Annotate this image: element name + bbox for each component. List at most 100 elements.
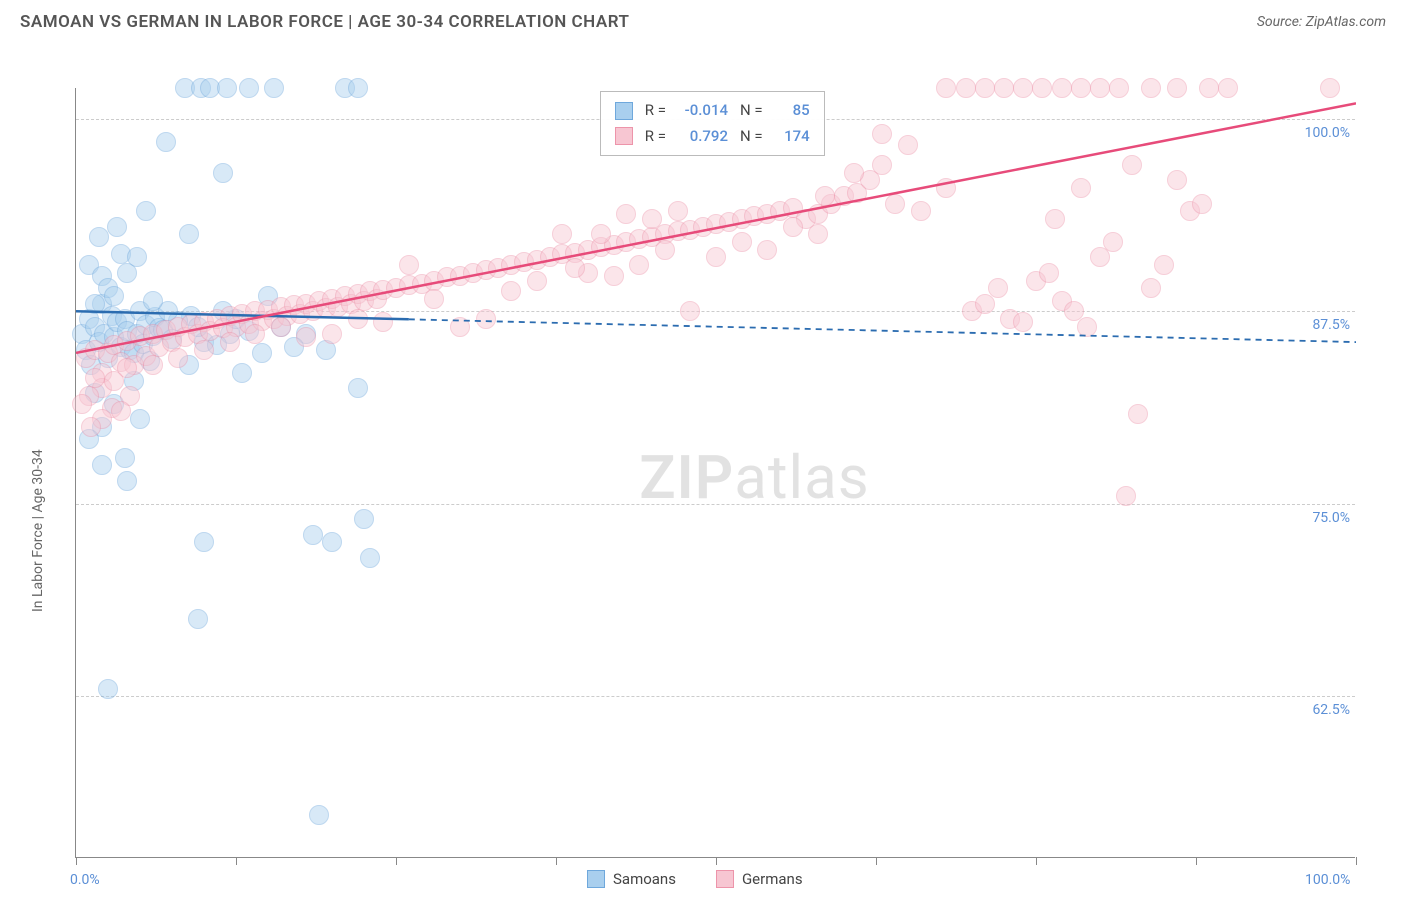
- germans-point: [565, 258, 585, 278]
- samoans-point: [89, 227, 109, 247]
- chart-title: SAMOAN VS GERMAN IN LABOR FORCE | AGE 30…: [20, 12, 629, 32]
- germans-point: [476, 309, 496, 329]
- germans-point: [81, 417, 101, 437]
- germans-point: [680, 301, 700, 321]
- samoans-point: [348, 78, 368, 98]
- germans-point: [616, 204, 636, 224]
- germans-point: [591, 224, 611, 244]
- correlation-chart: ZIPatlasIn Labor Force | Age 30-3462.5%7…: [20, 38, 1386, 918]
- germans-point: [1013, 312, 1033, 332]
- germans-point: [1077, 317, 1097, 337]
- germans-point: [552, 224, 572, 244]
- germans-point: [844, 163, 864, 183]
- x-tick-label: 100.0%: [1305, 872, 1350, 888]
- germans-point: [1052, 78, 1072, 98]
- germans-swatch: [615, 127, 633, 145]
- germans-point: [757, 240, 777, 260]
- samoans-point: [354, 509, 374, 529]
- samoans-point: [85, 294, 105, 314]
- samoans-point: [239, 78, 259, 98]
- germans-point: [1199, 78, 1219, 98]
- germans-point: [1013, 78, 1033, 98]
- samoans-point: [136, 201, 156, 221]
- germans-point: [501, 281, 521, 301]
- r-label: R =: [645, 124, 666, 150]
- samoans-point: [179, 224, 199, 244]
- germans-point: [1039, 263, 1059, 283]
- germans-point: [1071, 78, 1091, 98]
- germans-point: [1109, 78, 1129, 98]
- samoans-swatch: [587, 870, 605, 888]
- germans-point: [85, 368, 105, 388]
- x-tick-label: 0.0%: [70, 872, 100, 888]
- samoans-point: [217, 78, 237, 98]
- legend-label: Samoans: [613, 870, 676, 888]
- legend-label: Germans: [742, 870, 803, 888]
- germans-point: [194, 340, 214, 360]
- n-label: N =: [740, 98, 763, 124]
- germans-point: [399, 255, 419, 275]
- germans-point: [732, 232, 752, 252]
- germans-point: [783, 217, 803, 237]
- n-value: 85: [775, 98, 810, 124]
- y-axis-label: In Labor Force | Age 30-34: [30, 449, 46, 612]
- n-value: 174: [775, 124, 810, 150]
- germans-point: [604, 266, 624, 286]
- legend-item-samoans: Samoans: [587, 870, 676, 888]
- samoans-point: [213, 163, 233, 183]
- samoans-point: [309, 805, 329, 825]
- source-attribution: Source: ZipAtlas.com: [1257, 14, 1386, 30]
- x-tick: [76, 857, 77, 865]
- germans-point: [642, 209, 662, 229]
- germans-point: [1103, 232, 1123, 252]
- y-tick-label: 62.5%: [1295, 702, 1350, 718]
- germans-point: [872, 124, 892, 144]
- germans-point: [1167, 170, 1187, 190]
- samoans-point: [156, 132, 176, 152]
- germans-point: [1218, 78, 1238, 98]
- germans-point: [706, 247, 726, 267]
- samoans-point: [143, 291, 163, 311]
- germans-point: [1071, 178, 1091, 198]
- samoans-point: [98, 679, 118, 699]
- germans-point: [296, 327, 316, 347]
- germans-point: [143, 355, 163, 375]
- germans-point: [348, 309, 368, 329]
- germans-point: [373, 312, 393, 332]
- samoans-point: [264, 78, 284, 98]
- samoans-point: [252, 343, 272, 363]
- germans-point: [220, 332, 240, 352]
- x-tick: [1036, 857, 1037, 865]
- germans-point: [322, 324, 342, 344]
- plot-area: ZIPatlas: [75, 88, 1355, 858]
- germans-point: [450, 317, 470, 337]
- germans-point: [72, 394, 92, 414]
- samoans-point: [232, 363, 252, 383]
- germans-point: [424, 289, 444, 309]
- germans-point: [668, 201, 688, 221]
- germans-point: [245, 324, 265, 344]
- germans-point: [168, 348, 188, 368]
- samoans-point: [92, 455, 112, 475]
- germans-point: [975, 78, 995, 98]
- x-tick: [716, 857, 717, 865]
- series-legend: Samoans Germans: [587, 870, 803, 888]
- x-tick: [556, 857, 557, 865]
- germans-point: [1045, 209, 1065, 229]
- germans-point: [936, 178, 956, 198]
- samoans-point: [130, 409, 150, 429]
- germans-point: [1141, 78, 1161, 98]
- samoans-point: [117, 471, 137, 491]
- samoans-point: [194, 532, 214, 552]
- germans-point: [1116, 486, 1136, 506]
- y-tick-label: 100.0%: [1295, 125, 1350, 141]
- germans-point: [1122, 155, 1142, 175]
- germans-point: [988, 278, 1008, 298]
- germans-point: [1192, 194, 1212, 214]
- samoans-point: [348, 378, 368, 398]
- germans-point: [629, 255, 649, 275]
- germans-point: [808, 224, 828, 244]
- stats-row-germans: R =0.792N =174: [615, 124, 810, 150]
- samoans-point: [104, 286, 124, 306]
- germans-point: [271, 317, 291, 337]
